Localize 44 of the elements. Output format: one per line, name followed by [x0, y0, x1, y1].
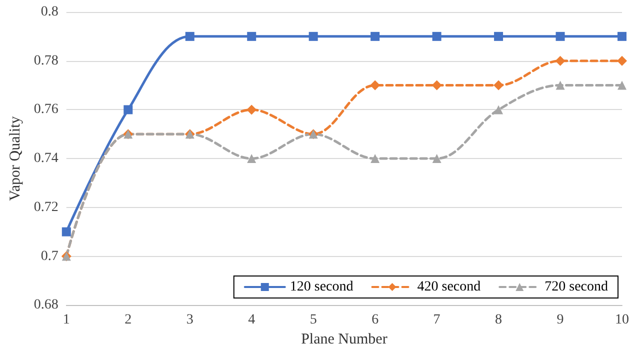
point [618, 80, 626, 90]
y-tick-label: 0.76 [34, 102, 58, 118]
point [370, 80, 380, 90]
point [556, 80, 565, 90]
point [185, 32, 194, 41]
x-tick-label: 10 [615, 312, 629, 328]
point [247, 32, 256, 41]
x-tick-label: 2 [124, 312, 132, 328]
y-tick-label: 0.7 [40, 248, 58, 264]
y-tick-label: 0.78 [34, 53, 58, 68]
y-axis-title: Vapor Quality [8, 116, 24, 201]
point [556, 32, 565, 41]
legend-label: 720 second [544, 280, 608, 294]
point [617, 56, 627, 66]
point [370, 154, 380, 164]
point [494, 80, 504, 90]
point [246, 104, 257, 115]
x-tick-label: 6 [372, 312, 379, 328]
point [432, 80, 442, 90]
x-tick-label: 7 [433, 312, 440, 328]
point [555, 56, 566, 66]
x-axis-title: Plane Number [301, 332, 388, 348]
x-tick-label: 3 [186, 312, 194, 328]
legend-label: 420 second [417, 280, 481, 294]
point [494, 32, 504, 41]
point [370, 32, 380, 41]
point [618, 32, 626, 41]
point [432, 32, 442, 41]
x-tick-label: 9 [556, 312, 564, 328]
x-tick-label: 4 [248, 312, 256, 328]
point [308, 32, 318, 41]
y-tick-label: 0.72 [34, 200, 58, 215]
x-tick-label: 8 [495, 312, 502, 328]
y-tick-label: 0.8 [40, 4, 58, 20]
x-tick-label: 5 [310, 312, 317, 328]
point [62, 227, 71, 236]
legend-label: 120 second [290, 280, 354, 294]
y-tick-label: 0.68 [34, 298, 58, 313]
y-tick-label: 0.74 [34, 151, 58, 166]
point [124, 105, 133, 114]
point [494, 105, 504, 114]
point [432, 154, 442, 164]
x-tick-label: 1 [62, 312, 70, 328]
point [247, 154, 256, 164]
